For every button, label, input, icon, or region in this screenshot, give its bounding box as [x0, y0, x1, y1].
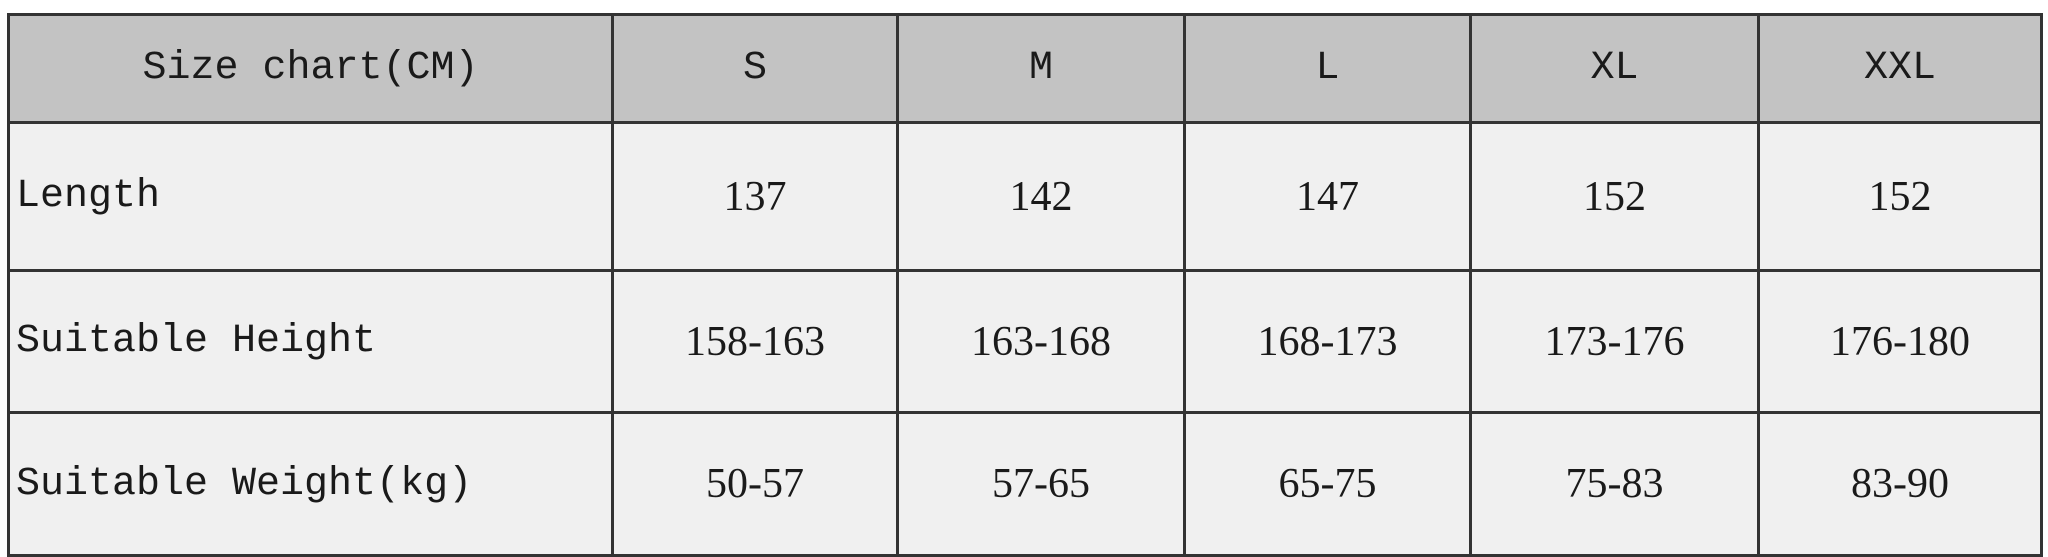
size-chart-table: Size chart(CM) S M L XL XXL Length 137 1… [7, 13, 2043, 557]
table-row-height: Suitable Height 158-163 163-168 168-173 … [7, 269, 2043, 414]
table-title: Size chart(CM) [7, 13, 614, 124]
row-label: Length [7, 121, 614, 272]
cell: 152 [1469, 121, 1760, 272]
cell: 50-57 [611, 411, 899, 557]
cell: 163-168 [896, 269, 1186, 414]
cell: 75-83 [1469, 411, 1760, 557]
cell: 137 [611, 121, 899, 272]
cell: 176-180 [1757, 269, 2043, 414]
cell: 57-65 [896, 411, 1186, 557]
size-header-xl: XL [1469, 13, 1760, 124]
cell: 147 [1183, 121, 1472, 272]
table-row-length: Length 137 142 147 152 152 [7, 121, 2043, 272]
cell: 65-75 [1183, 411, 1472, 557]
cell: 152 [1757, 121, 2043, 272]
header-row: Size chart(CM) S M L XL XXL [7, 13, 2043, 124]
cell: 158-163 [611, 269, 899, 414]
size-header-xxl: XXL [1757, 13, 2043, 124]
cell: 173-176 [1469, 269, 1760, 414]
table-row-weight: Suitable Weight(kg) 50-57 57-65 65-75 75… [7, 411, 2043, 557]
cell: 142 [896, 121, 1186, 272]
row-label: Suitable Weight(kg) [7, 411, 614, 557]
size-header-l: L [1183, 13, 1472, 124]
size-header-s: S [611, 13, 899, 124]
cell: 83-90 [1757, 411, 2043, 557]
cell: 168-173 [1183, 269, 1472, 414]
size-header-m: M [896, 13, 1186, 124]
row-label: Suitable Height [7, 269, 614, 414]
